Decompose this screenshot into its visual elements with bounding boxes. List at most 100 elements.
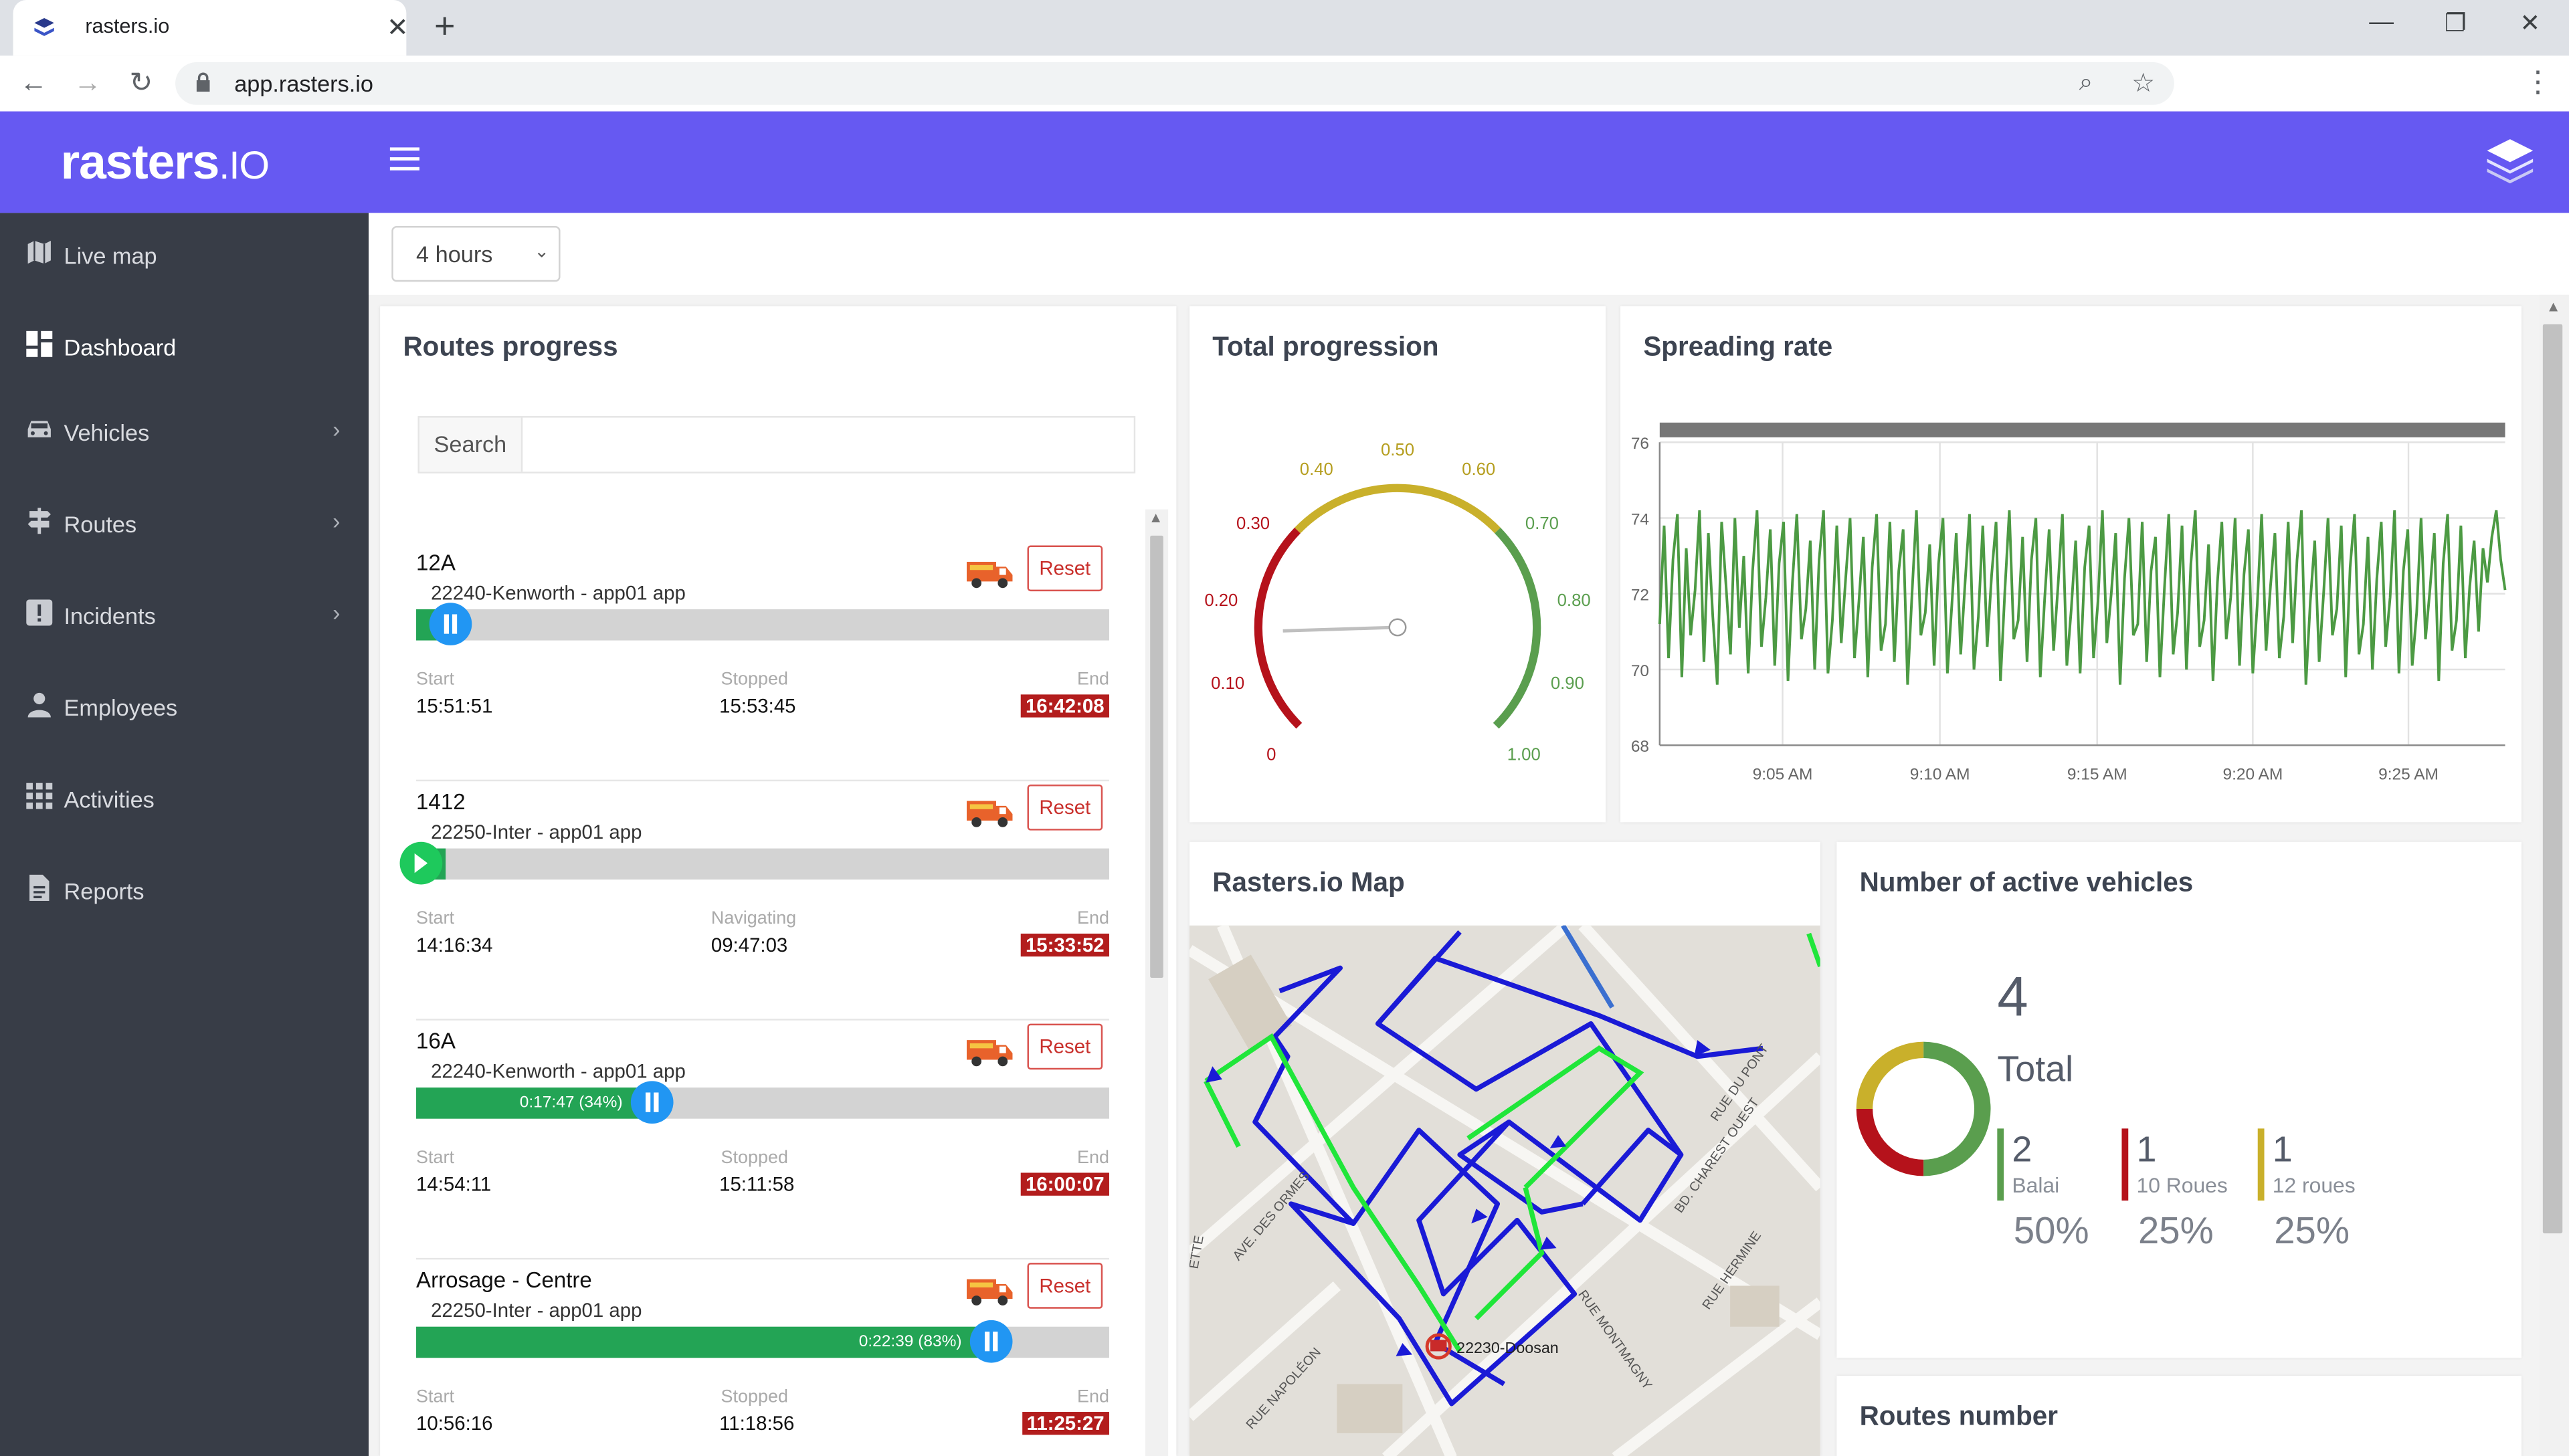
gauge-tick-label: 0.60 xyxy=(1462,460,1495,479)
reset-button[interactable]: Reset xyxy=(1027,545,1103,592)
back-icon[interactable]: ← xyxy=(19,67,48,98)
route-playback-toggle[interactable] xyxy=(429,603,472,645)
card-title: Routes number xyxy=(1859,1402,2058,1432)
gauge-tick-label: 0.40 xyxy=(1300,460,1333,479)
app-logo[interactable]: rasters.IO xyxy=(61,136,270,191)
route-progress-bar[interactable]: 0:17:47 (34%) xyxy=(416,1081,1109,1124)
card-title: Number of active vehicles xyxy=(1859,867,2194,898)
sidebar-item-employees[interactable]: Employees xyxy=(0,675,369,740)
sidebar: Live map Dashboard Vehicles › Routes › I… xyxy=(0,213,369,1456)
truck-icon xyxy=(966,1279,1013,1306)
segment-label: 12 roues xyxy=(2272,1172,2356,1198)
browser-menu-icon[interactable]: ⋮ xyxy=(2523,65,2553,98)
sidebar-item-routes[interactable]: Routes › xyxy=(0,492,369,557)
map-card: Rasters.io Map xyxy=(1189,841,1820,1456)
page-scrollbar[interactable]: ▲ xyxy=(2539,294,2569,1456)
window-close-icon[interactable]: ✕ xyxy=(2519,9,2541,38)
donut-segment xyxy=(1856,1041,1924,1110)
routes-scrollbar[interactable]: ▲ xyxy=(1145,509,1169,1456)
route-item[interactable]: 1412 22250-Inter - app01 app Reset Start 14:… xyxy=(399,785,1109,1021)
gauge-tick-label: 0.30 xyxy=(1236,514,1270,533)
route-map[interactable]: 22230-Doosan AVE. DES ORMES RUE NAPOLÉON… xyxy=(1189,925,1820,1456)
route-playback-toggle[interactable] xyxy=(969,1320,1013,1363)
route-name: 1412 xyxy=(416,789,466,815)
end-label: End xyxy=(1077,909,1109,929)
status-label: Stopped xyxy=(721,1387,788,1407)
spreading-rate-series-line xyxy=(1658,510,2507,685)
browser-tabbar: rasters.io ✕ + — ❐ ✕ xyxy=(0,0,2569,56)
status-time: 15:53:45 xyxy=(719,694,796,718)
x-tick-label: 9:05 AM xyxy=(1753,766,1813,784)
x-tick-label: 9:10 AM xyxy=(1910,766,1970,784)
browser-toolbar: ← → ↻ app.rasters.io ⌕ ☆ ⋮ xyxy=(0,56,2569,112)
route-search[interactable]: Search xyxy=(417,416,1136,474)
reload-icon[interactable]: ↻ xyxy=(129,67,153,98)
close-tab-icon[interactable]: ✕ xyxy=(386,15,409,43)
document-icon xyxy=(29,874,50,901)
gauge-tick-label: 0.50 xyxy=(1381,441,1414,459)
end-label: End xyxy=(1077,1148,1109,1168)
route-item[interactable]: Arrosage - Centre 22250-Inter - app01 app… xyxy=(416,1263,1109,1456)
total-count: 4 xyxy=(1997,966,2028,1029)
reset-button[interactable]: Reset xyxy=(1027,785,1103,831)
end-time-badge: 16:42:08 xyxy=(1020,694,1109,718)
page-scrollbar-thumb[interactable] xyxy=(2542,324,2563,1234)
sidebar-item-live-map[interactable]: Live map xyxy=(0,223,369,288)
sidebar-item-vehicles[interactable]: Vehicles › xyxy=(0,400,369,465)
restore-icon[interactable]: ❐ xyxy=(2444,9,2467,38)
scroll-up-icon[interactable]: ▲ xyxy=(1148,509,1163,526)
alert-icon xyxy=(26,599,53,626)
route-progress-bar[interactable]: 0:22:39 (83%) xyxy=(416,1320,1109,1363)
route-progress-fill: 0:22:39 (83%) xyxy=(416,1326,991,1358)
card-title: Routes progress xyxy=(403,332,618,362)
browser-tab[interactable]: rasters.io ✕ xyxy=(13,0,409,56)
card-title: Total progression xyxy=(1212,332,1439,362)
route-playback-toggle[interactable] xyxy=(399,841,443,885)
start-label: Start xyxy=(416,1148,454,1168)
time-range-select[interactable]: 4 hours ⌄ xyxy=(391,225,561,282)
scroll-up-icon[interactable]: ▲ xyxy=(2546,298,2561,315)
minimize-icon[interactable]: — xyxy=(2369,8,2394,36)
sidebar-item-dashboard[interactable]: Dashboard xyxy=(0,314,369,380)
segment-label: 10 Roues xyxy=(2136,1172,2228,1198)
routes-progress-card: Routes progress Search 12A 22240-Kenworth… xyxy=(380,306,1177,1456)
chevron-down-icon: ⌄ xyxy=(534,242,549,262)
chevron-right-icon: › xyxy=(332,416,341,443)
status-time: 15:11:58 xyxy=(719,1172,795,1196)
signpost-icon xyxy=(27,508,51,534)
sidebar-item-incidents[interactable]: Incidents › xyxy=(0,583,369,649)
route-vehicle: 22240-Kenworth - app01 app xyxy=(431,581,686,605)
route-name: Arrosage - Centre xyxy=(416,1267,592,1293)
start-label: Start xyxy=(416,669,454,690)
route-playback-toggle[interactable] xyxy=(630,1081,674,1124)
start-label: Start xyxy=(416,1387,454,1407)
url-text: app.rasters.io xyxy=(234,70,373,97)
scrollbar-thumb[interactable] xyxy=(1150,535,1163,978)
logo-suffix-text: .IO xyxy=(219,144,270,189)
forward-icon[interactable]: → xyxy=(74,67,102,98)
route-progress-bar[interactable] xyxy=(399,841,1109,885)
route-progress-bar[interactable] xyxy=(416,603,1109,645)
route-item[interactable]: 16A 22240-Kenworth - app01 app Reset 0:17:4… xyxy=(416,1023,1109,1260)
truck-icon xyxy=(966,801,1013,827)
reset-button[interactable]: Reset xyxy=(1027,1023,1103,1070)
sidebar-item-label: Dashboard xyxy=(64,334,177,360)
search-label: Search xyxy=(419,417,523,472)
sidebar-item-reports[interactable]: Reports xyxy=(0,858,369,924)
play-icon xyxy=(414,853,428,873)
vehicle-marker-icon[interactable] xyxy=(1425,1333,1452,1360)
sidebar-item-activities[interactable]: Activities xyxy=(0,766,369,832)
hamburger-menu-icon[interactable] xyxy=(389,147,419,171)
zoom-icon[interactable]: ⌕ xyxy=(2079,68,2093,97)
total-label: Total xyxy=(1997,1048,2074,1089)
pause-icon xyxy=(645,1092,659,1112)
bookmark-star-icon[interactable]: ☆ xyxy=(2131,70,2156,98)
reset-button[interactable]: Reset xyxy=(1027,1263,1103,1309)
y-tick-label: 72 xyxy=(1631,587,1649,605)
layers-icon[interactable] xyxy=(2482,134,2538,190)
address-bar[interactable]: app.rasters.io ⌕ ☆ xyxy=(175,62,2174,105)
route-item[interactable]: 12A 22240-Kenworth - app01 app Reset Start 1… xyxy=(416,545,1109,782)
new-tab-icon[interactable]: + xyxy=(434,5,456,46)
segment-color-bar xyxy=(2121,1128,2129,1201)
donut-segment xyxy=(1856,1108,1924,1176)
